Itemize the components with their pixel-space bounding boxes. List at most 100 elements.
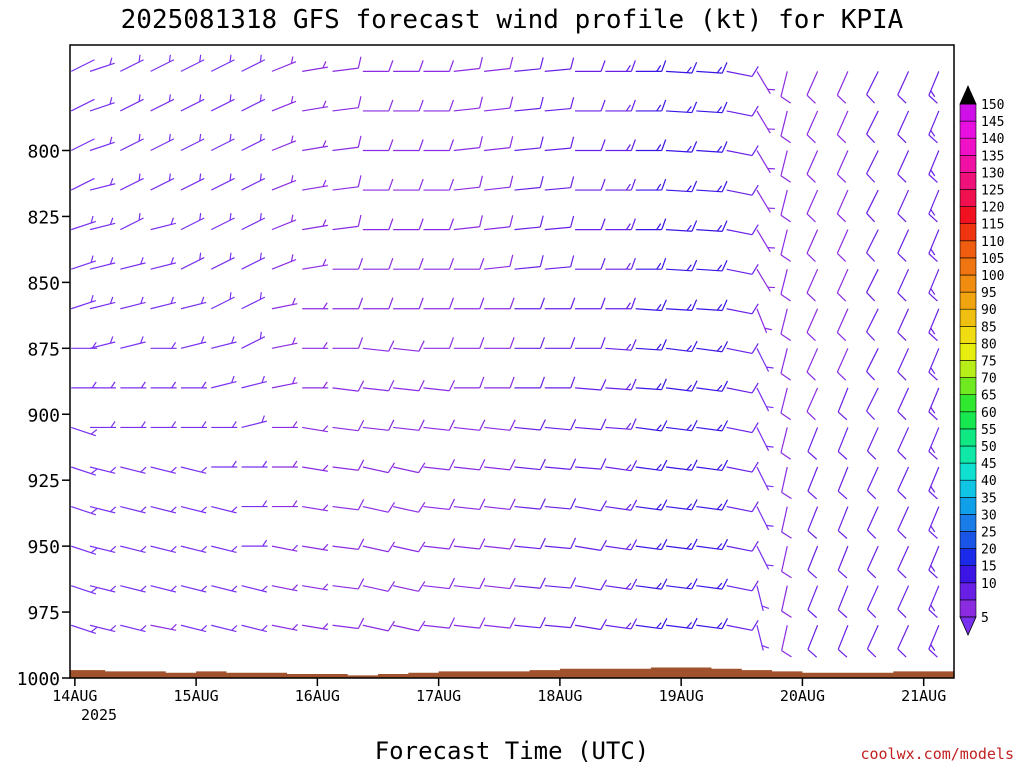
barb-feather (448, 337, 455, 349)
barb-staff (726, 387, 753, 394)
barb-feather (448, 617, 456, 629)
wind-barb (866, 427, 879, 460)
wind-barb (780, 110, 791, 144)
barb-feather (625, 183, 631, 191)
barb-feather (109, 545, 117, 552)
barb-feather (780, 412, 791, 421)
barb-feather (721, 538, 729, 550)
barb-feather (259, 331, 262, 339)
barb-staff (780, 189, 788, 216)
barb-staff (866, 427, 879, 452)
barb-feather (751, 184, 759, 196)
barb-feather (686, 622, 693, 629)
wind-barb (393, 178, 424, 191)
barb-feather (630, 460, 638, 471)
x-tick-label: 21AUG (901, 687, 946, 705)
barb-feather (836, 134, 847, 144)
wind-barb (780, 427, 791, 460)
wind-barb (332, 214, 362, 231)
barb-staff (837, 506, 849, 531)
wind-barb (302, 302, 329, 310)
barb-feather (291, 337, 296, 345)
wind-barb (665, 459, 698, 471)
barb-feather (837, 609, 848, 619)
barb-feather (418, 620, 426, 632)
barb-feather (509, 419, 516, 431)
barb-feather (721, 180, 728, 193)
wind-barb (575, 257, 606, 270)
barb-feather (656, 582, 662, 589)
barb-staff (866, 110, 879, 135)
colorbar-label: 25 (981, 526, 997, 541)
barb-feather (448, 60, 455, 72)
barb-feather (262, 460, 268, 468)
wind-barb (605, 378, 637, 391)
wind-barb (726, 461, 759, 473)
barb-staff (332, 107, 359, 112)
barb-feather (259, 213, 262, 221)
wind-barb (180, 545, 208, 554)
barb-feather (539, 136, 544, 149)
barb-staff (514, 226, 541, 231)
barb-feather (780, 293, 791, 302)
barb-staff (70, 138, 95, 152)
barb-feather (866, 133, 876, 144)
barb-feather (448, 419, 456, 431)
wind-barb (150, 54, 175, 72)
barb-feather (766, 406, 774, 409)
wind-barb (453, 419, 486, 431)
wind-barb (635, 60, 667, 72)
barb-feather (691, 299, 698, 311)
colorbar-swatch (959, 103, 977, 122)
barb-staff (897, 427, 910, 452)
barb-feather (388, 178, 394, 191)
barb-staff (837, 427, 849, 452)
wind-barb (665, 340, 698, 353)
barb-feather (686, 303, 692, 311)
wind-barb (150, 545, 177, 554)
barb-feather (418, 60, 424, 72)
wind-barb (696, 341, 729, 353)
barb-feather (866, 292, 876, 302)
barb-feather (259, 252, 262, 260)
barb-staff (423, 426, 450, 431)
wind-barb (211, 213, 235, 231)
wind-barb (70, 138, 95, 152)
wind-barb (866, 625, 879, 658)
barb-feather (109, 336, 114, 344)
wind-barb (696, 259, 728, 272)
colorbar-label: 105 (981, 252, 1004, 267)
colorbar-label: 15 (981, 560, 997, 575)
barb-feather (479, 175, 483, 188)
wind-barb (393, 462, 426, 474)
wind-barb (120, 585, 147, 593)
wind-barb (90, 421, 117, 429)
wind-barb (271, 337, 298, 349)
barb-staff (544, 624, 571, 629)
colorbar-swatch (959, 223, 977, 242)
barb-feather (691, 141, 698, 153)
barb-feather (322, 100, 327, 108)
barb-feather (570, 136, 575, 149)
barb-staff (70, 177, 95, 191)
wind-barb (89, 217, 116, 231)
wind-barb (423, 218, 455, 231)
barb-feather (930, 525, 936, 533)
wind-barb (780, 269, 791, 302)
barb-feather (388, 218, 394, 230)
barb-feather (930, 565, 936, 572)
barb-feather (691, 617, 698, 629)
barb-feather (509, 297, 515, 309)
barb-feather (897, 411, 907, 421)
wind-barb (928, 268, 940, 302)
barb-feather (928, 213, 938, 223)
wind-barb (756, 189, 775, 213)
wind-barb (514, 297, 545, 310)
wind-barb (70, 177, 95, 191)
colorbar-label: 130 (981, 166, 1004, 181)
barb-feather (509, 215, 514, 227)
barb-staff (393, 347, 420, 352)
barb-staff (362, 466, 389, 474)
wind-barb (897, 545, 910, 579)
wind-barb (302, 504, 329, 512)
